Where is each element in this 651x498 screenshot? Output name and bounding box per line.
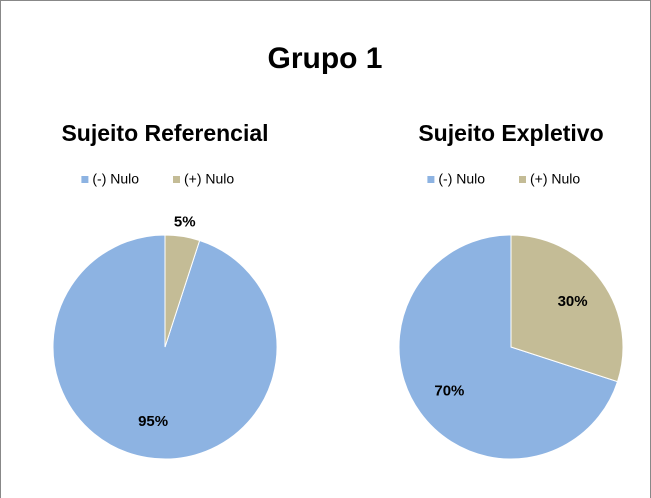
legend-swatch <box>81 176 89 183</box>
legend-label: (+) Nulo <box>184 171 234 187</box>
data-label: 95% <box>138 413 168 430</box>
legend-label: (-) Nulo <box>438 171 485 187</box>
legend-swatch <box>173 176 180 183</box>
legend-swatch <box>519 176 526 183</box>
chart-subtitle: Sujeito Referencial <box>61 120 268 146</box>
chart-title: Grupo 1 <box>267 42 382 75</box>
pie-slice <box>164 234 201 348</box>
pie-slice <box>510 234 624 383</box>
data-label: 5% <box>174 214 196 231</box>
legend-label: (+) Nulo <box>530 171 580 187</box>
legend-label: (-) Nulo <box>92 171 139 187</box>
pie-slice <box>398 234 619 460</box>
chart-subtitle: Sujeito Expletivo <box>418 120 603 146</box>
legend-swatch <box>427 176 435 183</box>
data-label: 30% <box>558 293 588 310</box>
data-label: 70% <box>434 383 464 400</box>
